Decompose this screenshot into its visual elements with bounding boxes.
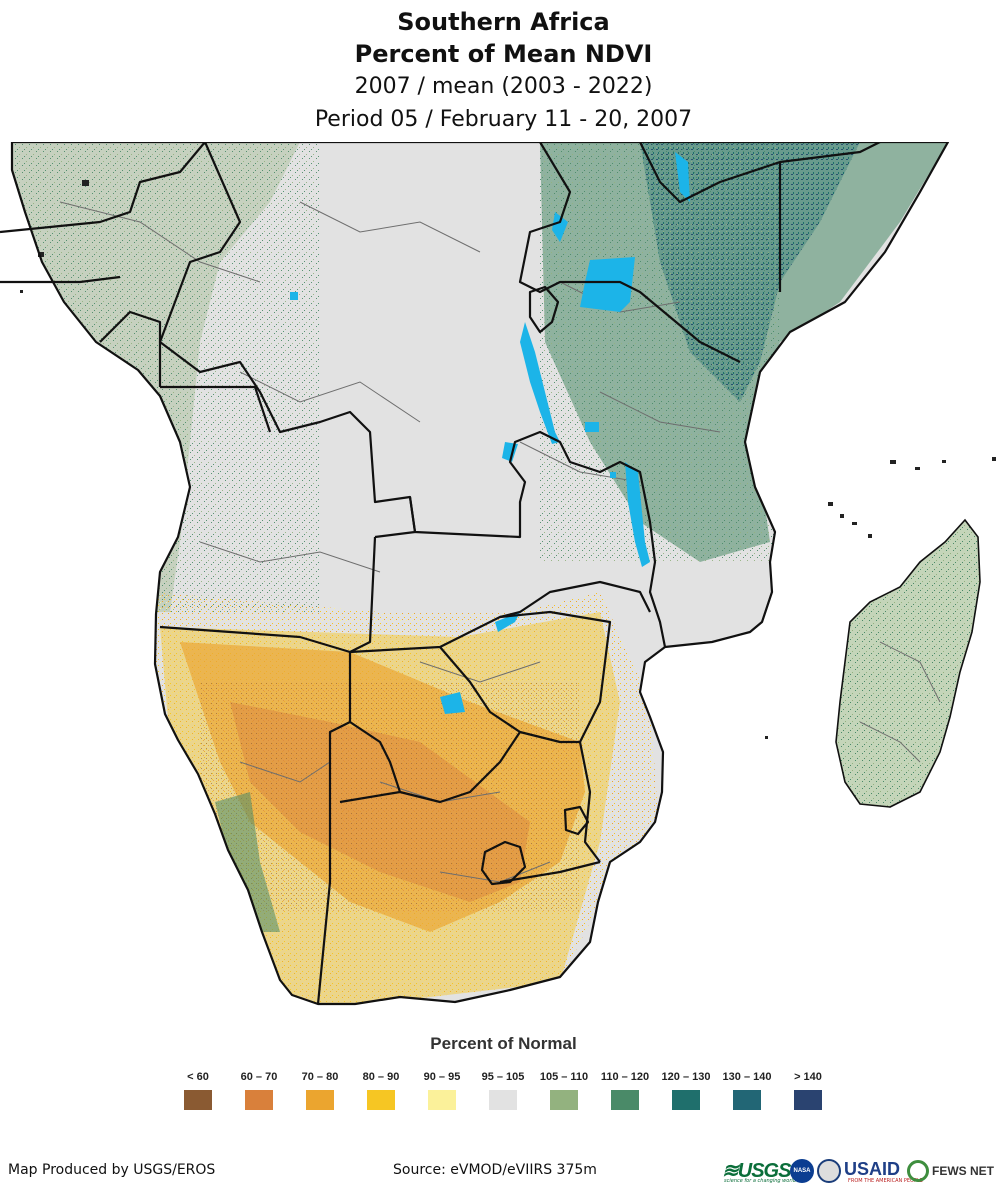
legend-swatch bbox=[794, 1090, 822, 1110]
noaa-seal-icon bbox=[817, 1159, 841, 1183]
legend-item-120-130: 120 – 130 bbox=[658, 1068, 714, 1110]
legend-swatch bbox=[672, 1090, 700, 1110]
legend-label: 120 – 130 bbox=[661, 1071, 711, 1083]
legend-label: 130 – 140 bbox=[722, 1071, 772, 1083]
legend-item-60-70: 60 – 70 bbox=[231, 1068, 287, 1110]
legend-title: Percent of Normal bbox=[430, 1034, 577, 1053]
map-titles: Southern Africa Percent of Mean NDVI 200… bbox=[0, 6, 1007, 136]
fews-net-logo: FEWS NET bbox=[932, 1164, 994, 1178]
map-title-region: Southern Africa bbox=[397, 8, 610, 36]
usaid-tagline: FROM THE AMERICAN PEOPLE bbox=[848, 1178, 923, 1184]
legend-item-gt140: > 140 bbox=[780, 1068, 836, 1110]
legend-swatch bbox=[306, 1090, 334, 1110]
legend-item-130-140: 130 – 140 bbox=[719, 1068, 775, 1110]
legend-item-90-95: 90 – 95 bbox=[414, 1068, 470, 1110]
nasa-logo: NASA bbox=[790, 1159, 814, 1183]
legend-label: > 140 bbox=[794, 1071, 822, 1083]
legend-label: 105 – 110 bbox=[539, 1071, 589, 1083]
legend-swatch bbox=[611, 1090, 639, 1110]
admin-boundaries bbox=[59, 201, 941, 883]
legend-item-70-80: 70 – 80 bbox=[292, 1068, 348, 1110]
usgs-tagline: science for a changing world bbox=[724, 1178, 796, 1184]
ndvi-map bbox=[0, 142, 996, 1006]
legend-label: 110 – 120 bbox=[600, 1071, 650, 1083]
lake-victoria bbox=[580, 257, 635, 312]
legend-item-80-90: 80 – 90 bbox=[353, 1068, 409, 1110]
west-islands bbox=[20, 180, 768, 739]
map-subtitle-period: Period 05 / February 11 - 20, 2007 bbox=[314, 107, 693, 132]
legend-label: 90 – 95 bbox=[423, 1071, 461, 1083]
legend: < 60 60 – 70 70 – 80 80 – 90 90 – 95 95 … bbox=[170, 1068, 840, 1118]
legend-swatch bbox=[367, 1090, 395, 1110]
legend-item-lt60: < 60 bbox=[170, 1068, 226, 1110]
map-title-product: Percent of Mean NDVI bbox=[354, 40, 653, 68]
lesotho-border bbox=[480, 840, 527, 886]
map-credit: Map Produced by USGS/EROS bbox=[8, 1162, 216, 1178]
legend-item-110-120: 110 – 120 bbox=[597, 1068, 653, 1110]
legend-item-105-110: 105 – 110 bbox=[536, 1068, 592, 1110]
lake-kariba bbox=[495, 612, 520, 632]
national-borders bbox=[0, 142, 950, 1006]
legend-label: 80 – 90 bbox=[362, 1071, 400, 1083]
data-source: Source: eVMOD/eVIIRS 375m bbox=[393, 1162, 597, 1178]
lake-tanganyika bbox=[520, 322, 560, 444]
burundi-rwanda-border bbox=[528, 285, 560, 334]
usaid-logo: USAID bbox=[844, 1159, 901, 1179]
legend-label: 95 – 105 bbox=[481, 1071, 525, 1083]
okavango bbox=[440, 692, 465, 714]
legend-label: < 60 bbox=[187, 1071, 209, 1083]
lake-turkana bbox=[675, 152, 690, 202]
legend-swatch bbox=[428, 1090, 456, 1110]
legend-item-95-105: 95 – 105 bbox=[475, 1068, 531, 1110]
legend-swatch bbox=[245, 1090, 273, 1110]
comoros-islands bbox=[828, 502, 872, 538]
usgs-logo: ≋USGS bbox=[722, 1160, 791, 1182]
fews-globe-icon bbox=[907, 1160, 929, 1182]
legend-swatch bbox=[733, 1090, 761, 1110]
partner-logos: ≋USGS science for a changing world NASA … bbox=[722, 1156, 1002, 1188]
ndvi-zone-cape-green bbox=[215, 792, 280, 932]
lake-malawi bbox=[625, 462, 650, 567]
seychelles-islands bbox=[890, 457, 996, 470]
lake-kivu bbox=[552, 212, 568, 242]
legend-swatch bbox=[550, 1090, 578, 1110]
map-subtitle-years: 2007 / mean (2003 - 2022) bbox=[354, 74, 653, 99]
legend-label: 70 – 80 bbox=[301, 1071, 339, 1083]
legend-swatch bbox=[489, 1090, 517, 1110]
legend-swatch bbox=[184, 1090, 212, 1110]
eswatini-border bbox=[563, 805, 590, 836]
legend-label: 60 – 70 bbox=[240, 1071, 278, 1083]
